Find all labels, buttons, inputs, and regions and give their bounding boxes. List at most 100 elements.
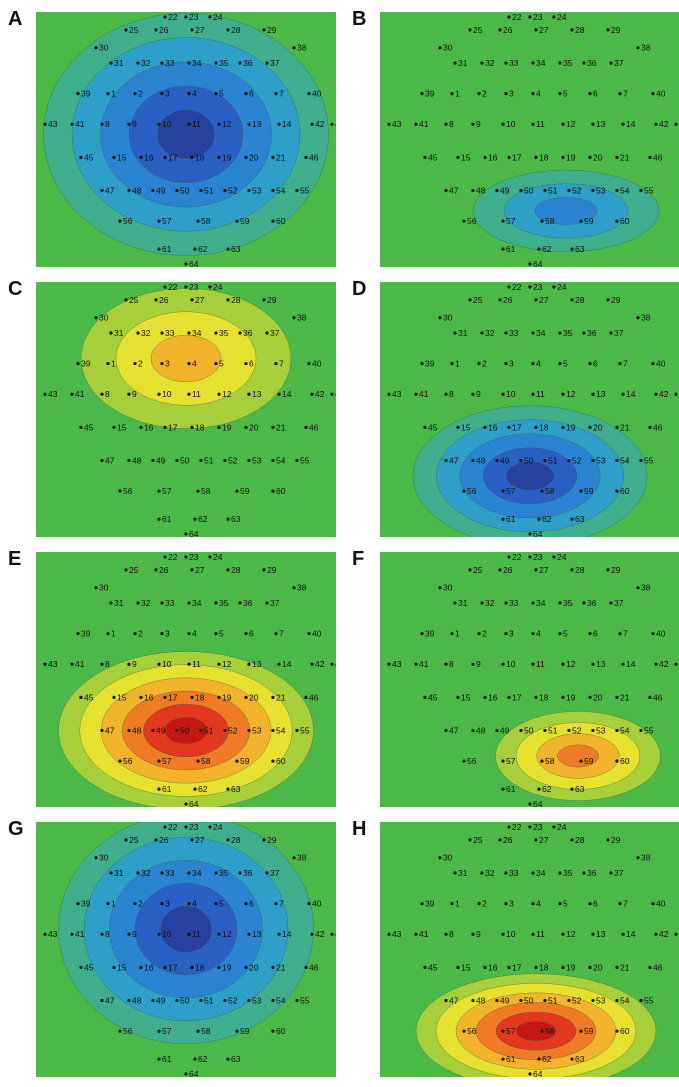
- electrode-label: 51: [204, 456, 214, 466]
- electrode-label: 26: [503, 565, 513, 575]
- panel-letter: E: [8, 548, 22, 570]
- electrode-dot: [414, 932, 418, 936]
- electrode-dot: [444, 932, 448, 936]
- electrode-label: 58: [201, 1026, 211, 1036]
- electrode-dot: [310, 392, 314, 396]
- electrode-dot: [528, 825, 532, 829]
- electrode-dot: [247, 458, 251, 463]
- electrode-label: 9: [476, 929, 481, 939]
- electrode-dot: [190, 568, 194, 572]
- electrode-label: 17: [512, 422, 522, 432]
- electrode-label: 1: [111, 899, 116, 909]
- electrode-dot: [330, 932, 334, 936]
- electrode-dot: [519, 998, 523, 1003]
- electrode-label: 7: [623, 89, 628, 99]
- electrode-label: 14: [626, 389, 636, 399]
- electrode-label: 47: [449, 996, 459, 1006]
- electrode-dot: [76, 632, 80, 636]
- electrode-dot: [196, 219, 200, 223]
- electrode-label: 20: [593, 422, 603, 432]
- electrode-dot: [139, 965, 143, 969]
- electrode-label: 36: [587, 58, 597, 68]
- electrode-label: 33: [509, 328, 519, 338]
- electrode-dot: [531, 932, 535, 936]
- electrode-label: 22: [512, 822, 522, 832]
- electrode-dot: [238, 61, 242, 65]
- electrode-dot: [193, 1057, 197, 1061]
- electrode-dot: [187, 392, 191, 396]
- electrode-dot: [106, 92, 110, 96]
- electrode-label: 19: [222, 962, 232, 972]
- electrode-dot: [591, 188, 595, 193]
- electrode-label: 59: [240, 1026, 250, 1036]
- electrode-dot: [540, 1029, 544, 1033]
- electrode-label: 18: [195, 422, 205, 432]
- electrode-label: 28: [231, 25, 241, 35]
- electrode-dot: [570, 247, 574, 251]
- electrode-dot: [190, 965, 194, 969]
- electrode-label: 56: [123, 756, 133, 766]
- electrode-label: 35: [219, 868, 229, 878]
- electrode-label: 6: [249, 359, 254, 369]
- electrode-dot: [190, 425, 194, 429]
- electrode-dot: [157, 1029, 161, 1033]
- electrode-dot: [277, 662, 281, 666]
- electrode-label: 28: [575, 565, 585, 575]
- electrode-label: 48: [132, 726, 142, 736]
- electrode-label: 53: [252, 726, 262, 736]
- electrode-dot: [591, 458, 595, 463]
- electrode-label: 42: [315, 659, 325, 669]
- electrode-label: 5: [563, 899, 568, 909]
- electrode-label: 2: [138, 899, 143, 909]
- electrode-label: 17: [512, 692, 522, 702]
- electrode-label: 28: [231, 295, 241, 305]
- electrode-dot: [537, 1057, 541, 1061]
- electrode-label: 35: [563, 868, 573, 878]
- electrode-label: 24: [557, 822, 567, 832]
- electrode-label: 24: [557, 12, 567, 22]
- electrode-dot: [504, 632, 508, 636]
- electrode-dot: [639, 188, 643, 193]
- electrode-dot: [94, 856, 98, 860]
- electrode-label: 18: [539, 692, 549, 702]
- electrode-label: 14: [282, 659, 292, 669]
- electrode-dot: [184, 285, 188, 289]
- electrode-dot: [133, 902, 137, 906]
- electrode-label: 29: [267, 835, 277, 845]
- electrode-dot: [100, 122, 104, 126]
- electrode-label: 22: [512, 12, 522, 22]
- electrode-dot: [501, 517, 505, 521]
- contour-level: [164, 717, 208, 744]
- electrode-label: 6: [249, 899, 254, 909]
- electrode-dot: [519, 728, 523, 733]
- electrode-dot: [157, 122, 161, 126]
- electrode-label: 62: [542, 1054, 552, 1064]
- electrode-dot: [582, 61, 586, 65]
- electrode-dot: [495, 728, 499, 733]
- electrode-dot: [609, 601, 613, 605]
- electrode-dot: [157, 932, 161, 936]
- electrode-label: 20: [593, 692, 603, 702]
- electrode-dot: [214, 331, 218, 335]
- electrode-dot: [531, 392, 535, 396]
- electrode-label: 50: [180, 186, 190, 196]
- electrode-dot: [226, 247, 230, 251]
- electrode-dot: [70, 122, 74, 126]
- electrode-label: 5: [563, 359, 568, 369]
- electrode-label: 33: [165, 868, 175, 878]
- electrode-dot: [223, 728, 227, 733]
- electrode-dot: [507, 825, 511, 829]
- electrode-label: 62: [198, 514, 208, 524]
- electrode-dot: [552, 555, 556, 559]
- electrode-dot: [609, 61, 613, 65]
- electrode-dot: [307, 362, 311, 366]
- electrode-label: 28: [231, 565, 241, 575]
- electrode-label: 4: [192, 629, 197, 639]
- electrode-label: 49: [500, 996, 510, 1006]
- electrode-dot: [100, 188, 104, 193]
- electrode-label: 37: [614, 598, 624, 608]
- electrode-dot: [588, 425, 592, 429]
- electrode-dot: [519, 188, 523, 193]
- electrode-label: 61: [162, 1054, 172, 1064]
